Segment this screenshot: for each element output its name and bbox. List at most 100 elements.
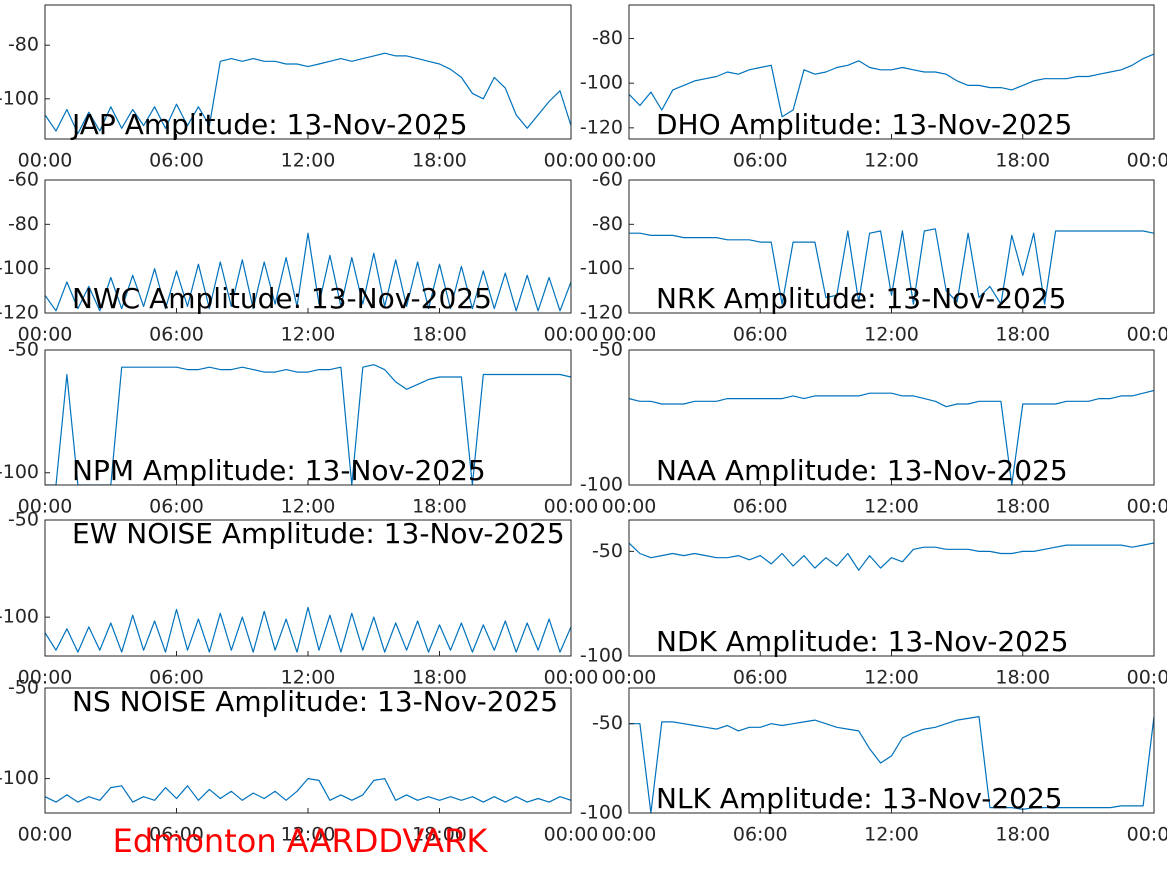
y-tick-label: -100: [580, 257, 623, 279]
panel: 00:0006:0012:0018:0000:00-120-100-80-60N…: [580, 169, 1167, 346]
x-tick-label: 12:00: [864, 824, 919, 846]
y-tick-label: -50: [592, 339, 623, 361]
plot-area: [45, 778, 571, 803]
panel-title: NPM Amplitude: 13-Nov-2025: [72, 454, 486, 487]
y-tick-label: -80: [8, 213, 39, 235]
x-tick-label: 18:00: [412, 667, 467, 689]
x-tick-label: 12:00: [864, 324, 919, 346]
x-tick-label: 06:00: [733, 667, 788, 689]
x-tick-label: 00:00: [544, 150, 599, 172]
x-tick-label: 00:00: [18, 824, 73, 846]
y-tick-label: -120: [580, 116, 623, 138]
plot-area: [629, 389, 1154, 485]
x-tick-label: 06:00: [149, 667, 204, 689]
y-tick-label: -100: [0, 461, 39, 483]
panel-title: EW NOISE Amplitude: 13-Nov-2025: [72, 517, 565, 550]
x-tick-label: 00:00: [18, 324, 73, 346]
x-tick-label: 18:00: [412, 496, 467, 518]
y-tick-label: -80: [8, 34, 39, 56]
plot-area: [45, 364, 571, 485]
x-tick-label: 00:00: [1127, 324, 1167, 346]
x-tick-label: 18:00: [412, 324, 467, 346]
plot-area: [629, 228, 1154, 305]
x-tick-label: 00:00: [1127, 150, 1167, 172]
x-tick-label: 12:00: [864, 150, 919, 172]
signal-line: [629, 228, 1154, 305]
panel-title: NAA Amplitude: 13-Nov-2025: [656, 454, 1068, 487]
x-tick-label: 18:00: [995, 496, 1050, 518]
x-tick-label: 12:00: [281, 824, 336, 846]
panel-title: NS NOISE Amplitude: 13-Nov-2025: [72, 685, 558, 718]
panel-title: DHO Amplitude: 13-Nov-2025: [656, 108, 1072, 141]
plot-area: [629, 716, 1154, 813]
x-tick-label: 00:00: [544, 496, 599, 518]
x-tick-label: 18:00: [995, 824, 1050, 846]
x-tick-label: 00:00: [602, 150, 657, 172]
y-tick-label: -100: [0, 257, 39, 279]
x-tick-label: 18:00: [412, 824, 467, 846]
y-tick-label: -120: [580, 302, 623, 324]
panel-title: NRK Amplitude: 13-Nov-2025: [656, 282, 1066, 315]
y-tick-label: -50: [592, 712, 623, 734]
x-tick-label: 12:00: [281, 667, 336, 689]
panel-title: NWC Amplitude: 13-Nov-2025: [72, 282, 492, 315]
signal-line: [45, 778, 571, 803]
y-tick-label: -120: [0, 302, 39, 324]
plot-area: [45, 52, 571, 135]
x-tick-label: 00:00: [544, 667, 599, 689]
x-tick-label: 06:00: [149, 496, 204, 518]
y-tick-label: -50: [8, 509, 39, 531]
x-tick-label: 06:00: [733, 496, 788, 518]
x-tick-label: 00:00: [602, 824, 657, 846]
signal-line: [45, 232, 571, 312]
x-tick-label: 00:00: [1127, 824, 1167, 846]
signal-line: [629, 389, 1154, 485]
y-tick-label: -100: [580, 802, 623, 824]
x-tick-label: 06:00: [149, 150, 204, 172]
x-tick-label: 12:00: [864, 667, 919, 689]
panel: 00:00 06:00 12:00 18:00 00:00 -100 -80 JAP Ampl…: [0, 4, 599, 172]
y-tick-label: -100: [0, 606, 39, 628]
x-tick-label: 18:00: [995, 150, 1050, 172]
signal-line: [629, 53, 1154, 118]
x-tick-label: 00:00: [18, 667, 73, 689]
plot-area: [629, 542, 1154, 571]
plot-area: [45, 232, 571, 312]
panel: 00:00 06:00 12:00 18:00 00:00 -100 -50 NPM Ampl…: [0, 339, 598, 518]
panel-title: NLK Amplitude: 13-Nov-2025: [656, 782, 1063, 815]
x-tick-label: 06:00: [733, 824, 788, 846]
plot-area: [629, 53, 1154, 118]
x-tick-label: 00:00: [18, 150, 73, 172]
panel-title: NDK Amplitude: 13-Nov-2025: [656, 625, 1069, 658]
panel: 00:00 06:00 12:00 18:00 00:00 -100 -50 EW NOISE…: [0, 509, 598, 689]
y-tick-label: -50: [8, 677, 39, 699]
x-tick-label: 00:00: [1127, 496, 1167, 518]
x-tick-label: 12:00: [864, 496, 919, 518]
y-tick-label: -50: [8, 339, 39, 361]
y-tick-label: -100: [580, 72, 623, 94]
x-tick-label: 00:00: [602, 324, 657, 346]
footer: Edmonton AARDDVARK: [113, 822, 489, 860]
panel: 00:00 06:00 12:00 18:00 00:00 -120 -100 -80 DHO …: [580, 4, 1167, 172]
signal-line: [45, 52, 571, 135]
x-tick-label: 00:00: [544, 324, 599, 346]
x-tick-label: 00:00: [18, 496, 73, 518]
y-tick-label: -100: [580, 474, 623, 496]
x-tick-label: 06:00: [149, 324, 204, 346]
x-tick-label: 00:00: [602, 667, 657, 689]
signal-line: [45, 606, 571, 653]
signal-line: [45, 364, 571, 485]
x-tick-label: 00:00: [544, 824, 599, 846]
signal-line: [629, 542, 1154, 571]
y-tick-label: -60: [592, 169, 623, 191]
plot-area: [45, 606, 571, 653]
y-tick-label: -60: [8, 169, 39, 191]
x-tick-label: 00:00: [1127, 667, 1167, 689]
panel-title: JAP Amplitude: 13-Nov-2025: [70, 108, 468, 141]
y-tick-label: -100: [0, 87, 39, 109]
x-tick-label: 06:00: [149, 824, 204, 846]
